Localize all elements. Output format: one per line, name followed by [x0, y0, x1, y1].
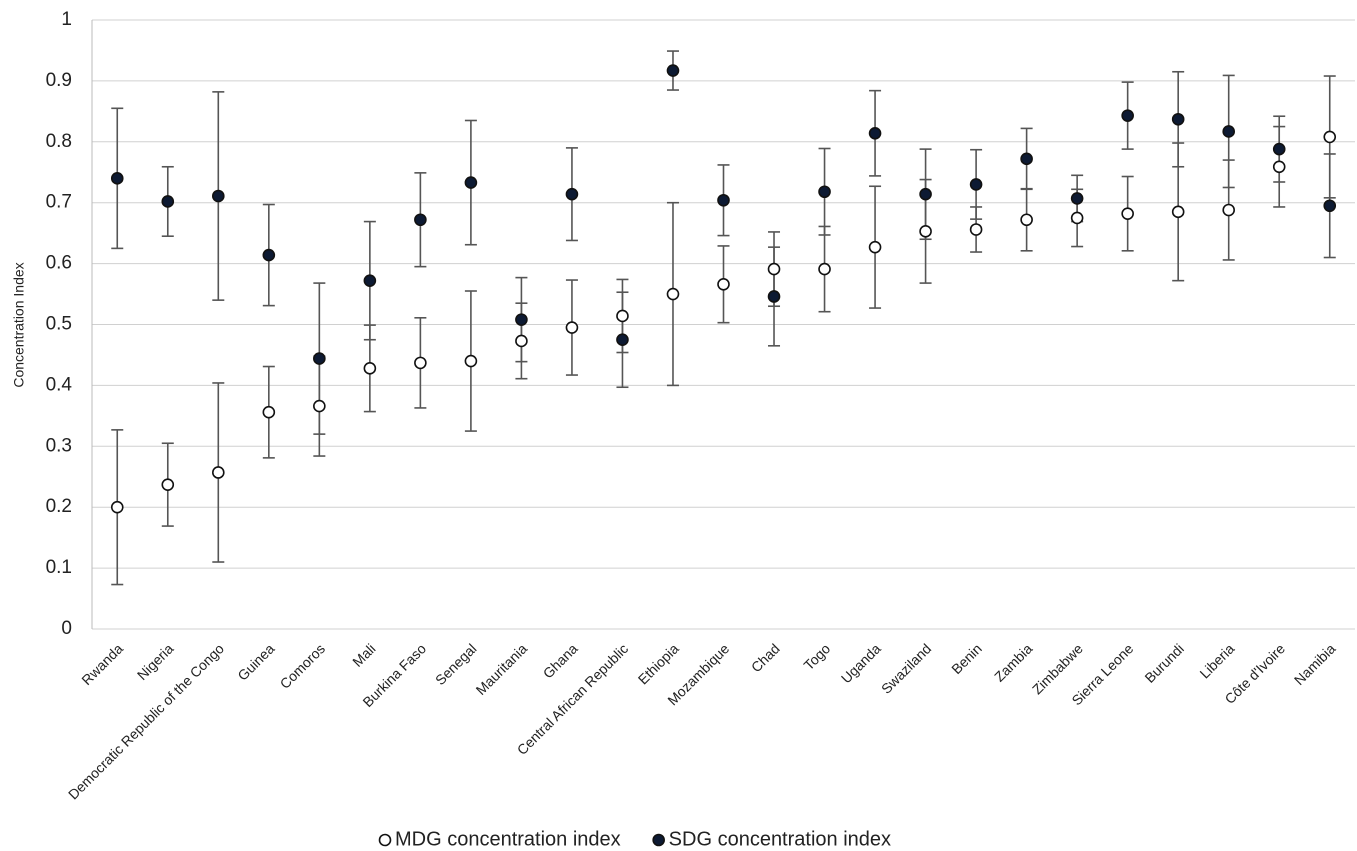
y-tick-label: 0.1 — [46, 557, 72, 578]
point — [515, 313, 528, 326]
x-tick-label: Zambia — [991, 640, 1035, 684]
point — [717, 278, 730, 291]
x-tick-label: Mauritania — [473, 640, 531, 698]
point — [464, 176, 478, 189]
x-tick-label: Guinea — [234, 640, 277, 683]
y-tick-label: 0.5 — [46, 314, 72, 335]
point — [969, 223, 983, 236]
point — [212, 466, 225, 479]
y-tick-label: 0.2 — [46, 496, 72, 517]
y-tick-label: 0.6 — [46, 253, 72, 274]
y-tick-label: 0 — [61, 618, 72, 639]
point — [1020, 152, 1033, 166]
y-tick-label: 1 — [61, 9, 72, 30]
x-tick-label: Nigeria — [134, 640, 177, 683]
point — [818, 262, 831, 276]
point — [262, 248, 276, 262]
point — [1222, 125, 1235, 138]
point — [313, 352, 326, 365]
point — [110, 172, 124, 185]
point — [919, 225, 932, 238]
point — [313, 399, 326, 413]
point — [1070, 192, 1084, 205]
y-tick-label: 0.8 — [46, 131, 72, 152]
point — [363, 274, 377, 287]
point — [717, 193, 730, 207]
point — [767, 262, 781, 276]
x-tick-label: Comoros — [277, 640, 328, 691]
x-tick-label: Namibia — [1291, 640, 1339, 688]
point — [565, 321, 579, 334]
point — [363, 362, 377, 375]
x-tick-label: Togo — [800, 640, 833, 673]
y-tick-label: 0.3 — [46, 435, 72, 456]
x-tick-label: Chad — [748, 640, 783, 675]
point — [616, 333, 629, 347]
point — [414, 213, 427, 227]
x-tick-label: Swaziland — [878, 640, 934, 696]
x-tick-label: Ethiopia — [635, 640, 682, 687]
point — [767, 290, 781, 303]
point — [161, 195, 175, 208]
x-tick-label: Benin — [948, 640, 985, 677]
point — [1171, 205, 1185, 219]
point — [1171, 112, 1185, 126]
x-tick-label: Ghana — [540, 640, 581, 681]
point — [1070, 211, 1084, 225]
point — [1222, 203, 1235, 217]
legend-label: SDG concentration index — [669, 828, 891, 850]
point — [1020, 213, 1033, 227]
point — [515, 334, 528, 348]
legend-marker — [378, 833, 392, 847]
x-tick-label: Rwanda — [78, 640, 126, 688]
point — [666, 64, 680, 77]
point — [110, 500, 124, 514]
point — [1121, 109, 1134, 122]
point — [161, 478, 175, 491]
x-tick-label: Senegal — [432, 640, 480, 688]
point — [1323, 130, 1337, 144]
point — [262, 405, 276, 419]
point — [414, 356, 427, 370]
point — [818, 185, 831, 199]
legend-marker — [652, 833, 665, 847]
point — [919, 187, 932, 201]
point — [1272, 160, 1286, 174]
x-tick-label: Burundi — [1141, 640, 1186, 685]
point — [666, 287, 680, 301]
y-tick-label: 0.7 — [46, 192, 72, 213]
x-tick-label: Liberia — [1196, 640, 1237, 681]
legend-label: MDG concentration index — [395, 828, 621, 850]
point — [1121, 207, 1134, 220]
x-tick-label: Mali — [349, 640, 378, 669]
y-axis-title: Concentration Index — [11, 262, 27, 387]
point — [1323, 199, 1337, 213]
y-tick-label: 0.4 — [46, 374, 73, 395]
point — [868, 126, 882, 140]
point — [1272, 142, 1286, 156]
x-tick-label: Uganda — [838, 640, 884, 686]
point — [464, 354, 478, 368]
point — [616, 309, 629, 323]
point — [565, 187, 579, 201]
point — [969, 178, 983, 191]
point — [212, 189, 225, 203]
point — [868, 240, 882, 254]
y-tick-label: 0.9 — [46, 70, 72, 91]
